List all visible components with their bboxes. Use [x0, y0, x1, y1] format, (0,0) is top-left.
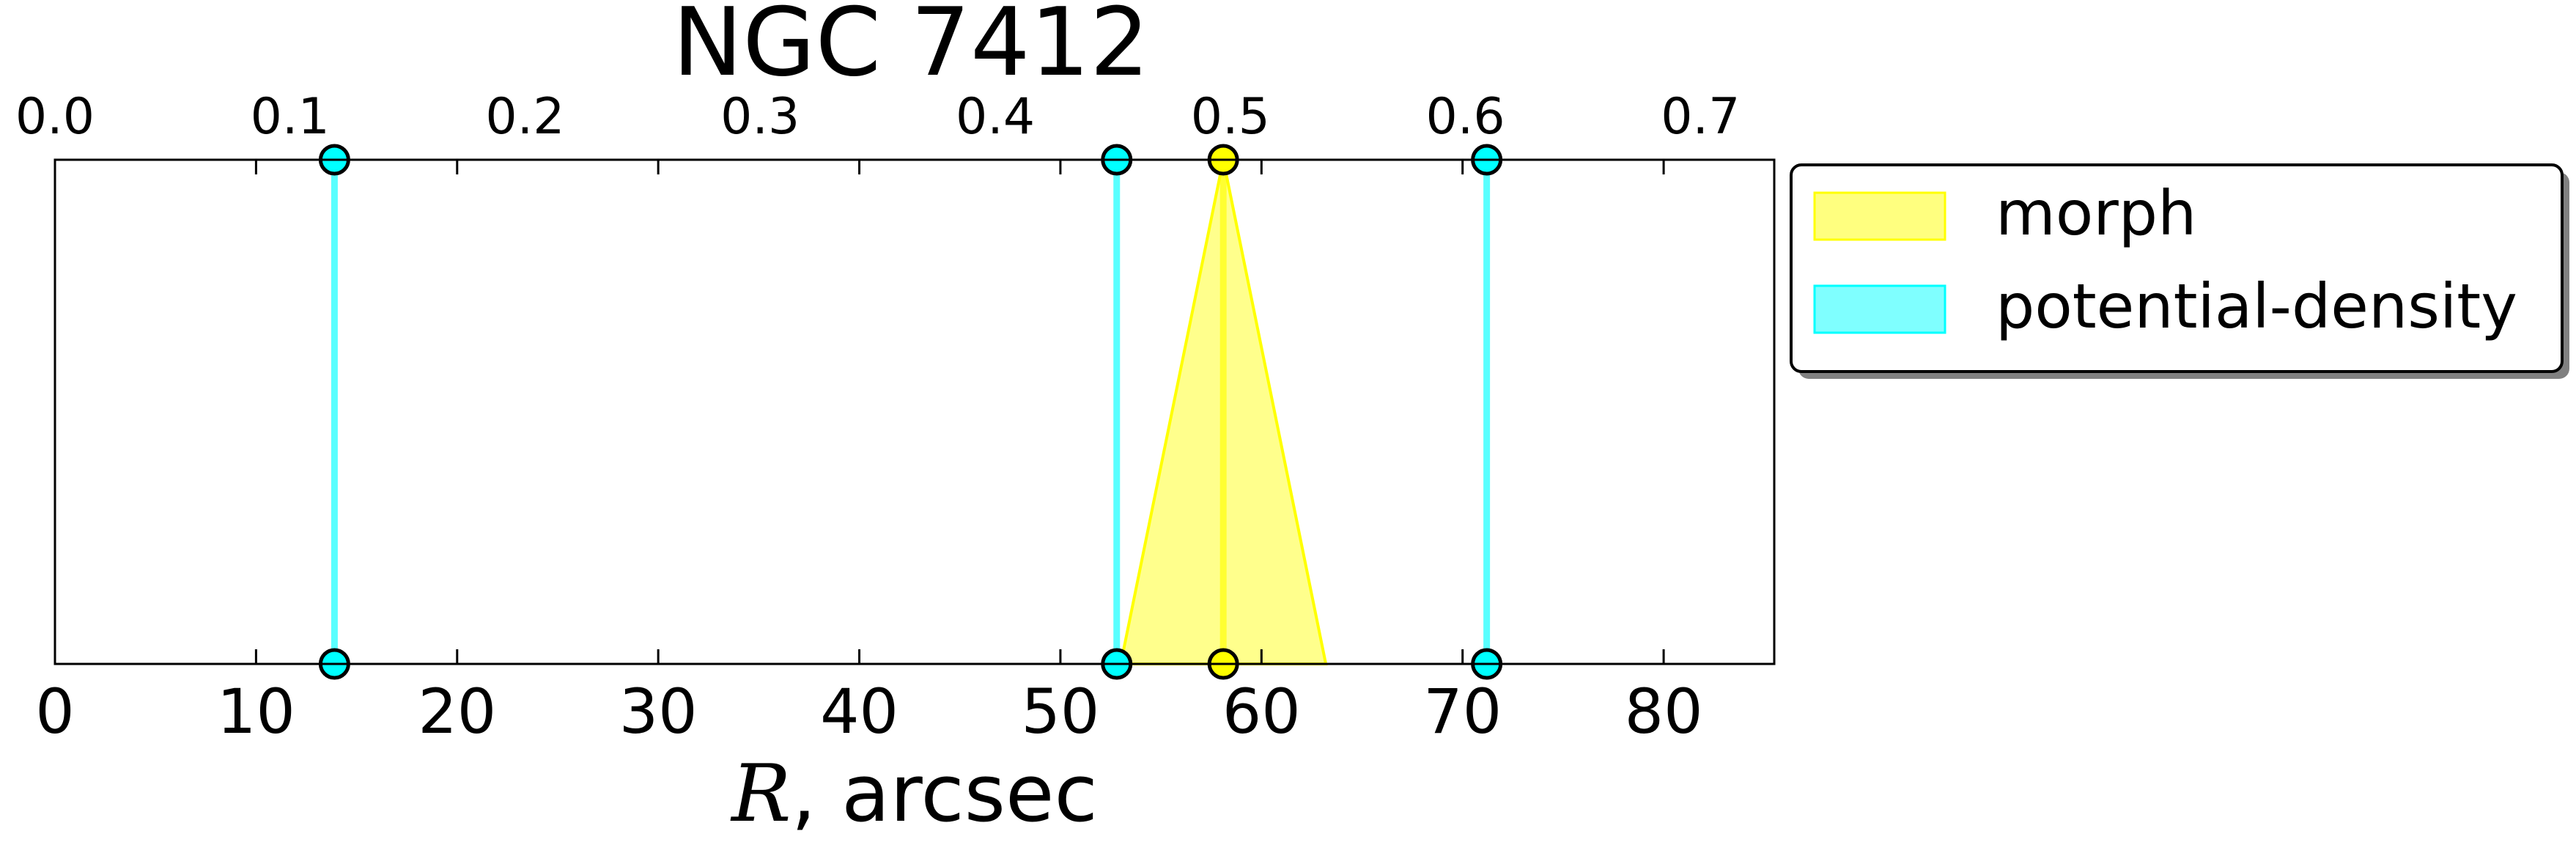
x-axis-label-variable: R: [730, 748, 791, 840]
legend-label-potential-density: potential-density: [1996, 270, 2517, 342]
x-tick-label-8: 80: [1625, 676, 1703, 747]
plot-frame: [53, 158, 1776, 665]
x-tick-label-7: 70: [1423, 676, 1502, 747]
legend-swatch-potential-density: [1813, 284, 1946, 334]
x-axis-label-unit: , arcsec: [791, 748, 1097, 840]
x-axis-top: 0.0 0.1 0.2 0.3 0.4 0.5 0.6 0.7: [15, 88, 1740, 146]
top-tick-label-6: 0.6: [1425, 88, 1505, 146]
top-tick-label-4: 0.4: [956, 88, 1035, 146]
top-tick-label-7: 0.7: [1661, 88, 1740, 146]
legend-label-morph: morph: [1996, 177, 2196, 249]
top-tick-label-3: 0.3: [720, 88, 800, 146]
x-tick-label-4: 40: [820, 676, 898, 747]
top-tick-label-5: 0.5: [1191, 88, 1270, 146]
top-tick-label-1: 0.1: [251, 88, 330, 146]
top-tick-label-2: 0.2: [485, 88, 564, 146]
legend-swatch-morph: [1813, 191, 1946, 241]
chart-title: NGC 7412: [673, 0, 1150, 97]
x-tick-label-1: 10: [217, 676, 295, 747]
x-axis-label: R, arcsec: [730, 748, 1098, 840]
x-tick-label-6: 60: [1222, 676, 1301, 747]
x-tick-label-0: 0: [35, 676, 74, 747]
legend-box: [1790, 163, 2564, 373]
x-tick-label-3: 30: [619, 676, 698, 747]
legend: morph potential-density: [1790, 163, 2569, 379]
x-tick-label-5: 50: [1021, 676, 1099, 747]
top-tick-label-0: 0.0: [15, 88, 95, 146]
x-axis-bottom: 0 10 20 30 40 50 60 70 80: [35, 160, 1703, 747]
x-tick-label-2: 20: [418, 676, 496, 747]
